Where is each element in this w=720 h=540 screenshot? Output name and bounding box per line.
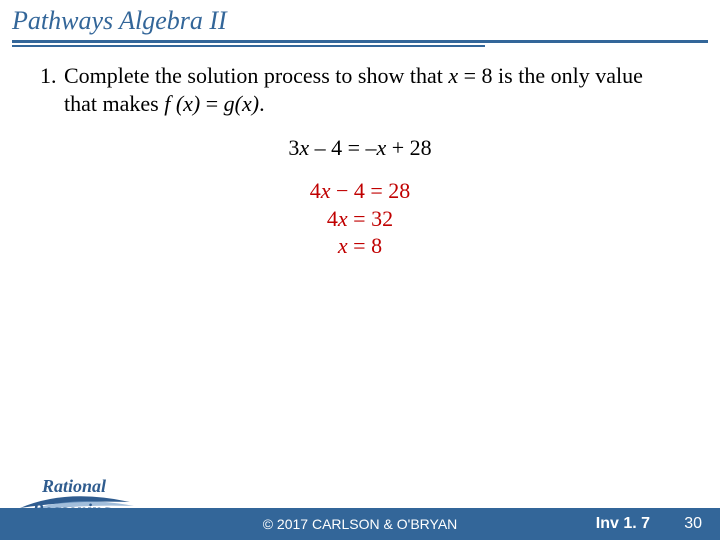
q-fx: f (x) [164,91,200,116]
question-text: Complete the solution process to show th… [64,62,680,117]
inv-label: Inv 1. 7 [596,515,650,533]
q-suffix: . [259,91,265,116]
q-var-x: x [448,63,458,88]
copyright-text: © 2017 CARLSON & O'BRYAN [263,516,458,532]
main-equation: 3x – 4 = –x + 28 [40,135,680,161]
equation-3x: 3x – 4 = –x + 28 [288,135,431,160]
solution-line-1: 4x − 4 = 28 [40,177,680,205]
question-1: 1. Complete the solution process to show… [40,62,680,117]
page-number: 30 [684,515,702,533]
question-number: 1. [40,62,64,117]
page-title: Pathways Algebra II [12,6,708,36]
q-prefix: Complete the solution process to show th… [64,63,448,88]
footer-bar: © 2017 CARLSON & O'BRYAN Inv 1. 7 30 [0,508,720,540]
q-gx: g(x) [224,91,259,116]
title-underline [12,40,708,48]
solution-line-3: x = 8 [40,232,680,260]
q-eq: = [200,91,223,116]
svg-text:Rational: Rational [41,476,106,496]
solution-steps: 4x − 4 = 28 4x = 32 x = 8 [40,177,680,260]
solution-line-2: 4x = 32 [40,205,680,233]
